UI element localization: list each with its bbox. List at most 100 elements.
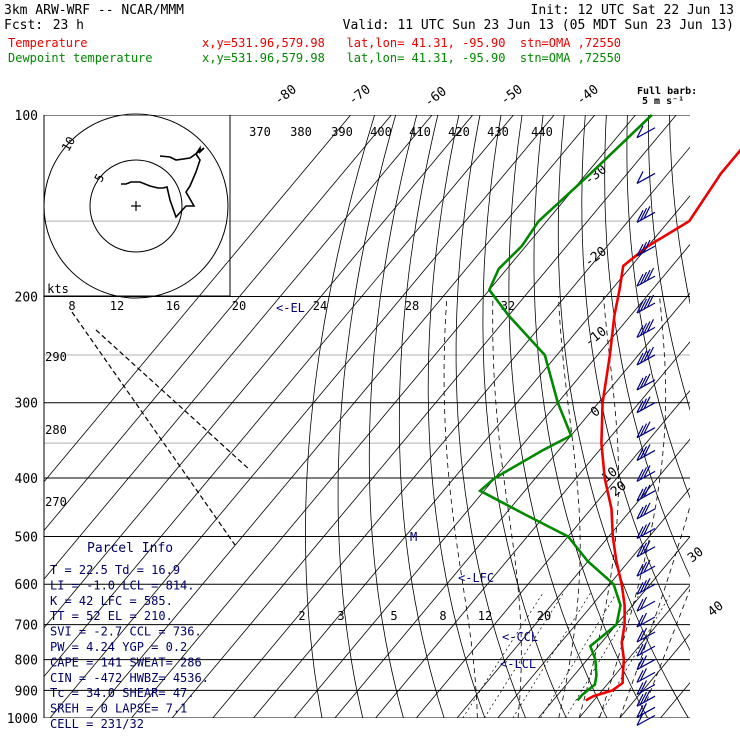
dry-adiabat [626,115,690,499]
wind-barb [636,540,656,558]
isotherm-line [171,115,677,718]
isotherm-label: -80 [272,82,300,108]
dry-adiabat [482,115,567,718]
pressure-label: 900 [15,684,38,699]
dewpoint-trace [477,114,653,702]
moist-adiabat [492,296,522,718]
wind-barb [636,612,656,628]
dewpoint-location: x,y=531.96,579.98 lat,lon= 41.31, -95.90… [202,51,621,65]
model-title: 3km ARW-WRF -- NCAR/MMM [4,3,184,18]
moist-adiabat [619,504,690,718]
parcel-info-row: Tc = 34.0 SHEAR= 47. [50,686,195,700]
moist-adiabat [599,296,667,718]
parcel-info-panel: Parcel Info T = 22.5 Td = 16.9LI = -1.0 L… [50,541,209,731]
dry-adiabat [557,115,689,718]
wind-barb [636,668,656,683]
wind-barb [636,396,656,414]
mixing-ratio-line [462,592,544,718]
hodograph-ring [89,159,183,253]
moist-adiabat [443,296,478,718]
isotherm-line [44,115,433,580]
level-marker: M [410,530,417,544]
theta-label: 430 [487,125,509,139]
grid-lines [44,110,740,722]
pressure-label: 1000 [7,712,38,727]
wind-barb [636,171,656,184]
reference-dash [71,311,236,546]
hodograph-axis-label: 24 [313,299,327,313]
dry-adiabat [508,115,608,718]
isotherm-label: -40 [574,82,602,108]
wind-barb [636,596,656,612]
wind-legend-label: Full barb: [637,86,697,97]
wind-barb [636,689,656,707]
wind-barb [636,655,656,671]
isotherm-label: -50 [498,82,526,108]
dry-adiabat [581,115,690,652]
dry-adiabat [711,110,740,722]
wind-barb [636,267,656,287]
init-time: Init: 12 UTC Sat 22 Jun 13 [531,3,735,18]
wind-barb [636,294,656,314]
theta-label: 370 [249,125,271,139]
level-marker: <-LFC [458,571,494,585]
hodograph-ring [43,113,229,299]
parcel-info-row: SREH = 0 LAPSE= 7.1 [50,702,187,716]
forecast-hour: 23 h [53,18,84,33]
mixing-ratio-line [540,592,618,718]
wind-barb [636,319,656,338]
wind-barb [636,206,656,223]
mixing-ratio-label: 3 [337,609,344,623]
dry-adiabat [604,115,690,578]
dry-adiabat [648,115,690,412]
dry-adiabat [368,115,418,718]
isotherm-line [415,389,690,718]
isotherm-line [212,146,690,718]
level-marker: <-EL [276,301,305,315]
theta-label: 380 [290,125,312,139]
parcel-info-row: CAPE = 141 SWEAT= 286 [50,655,202,669]
parcel-info-row: K = 42 LFC = 585. [50,594,173,608]
wind-barb [636,627,656,643]
reference-dash [95,329,251,471]
isotherm-label: -60 [422,84,450,110]
wind-barb [636,346,656,366]
dry-adiabat [337,115,397,718]
wind-barb [636,680,656,696]
wind-barb [636,444,656,461]
parcel-info-row: CIN = -472 HWBZ= 4536. [50,671,209,685]
parcel-info-row: T = 22.5 Td = 16.9 [50,563,180,577]
wind-barb [636,502,656,520]
hodograph-axis-label: 28 [405,299,419,313]
dry-adiabat [690,110,740,722]
isotherm-line [49,115,555,718]
theta-label: 390 [331,125,353,139]
wind-barb [636,484,656,502]
valid-time: Valid: 11 UTC Sun 23 Jun 13 (05 MDT Sun … [343,18,734,33]
dry-adiabat [398,115,445,718]
parcel-info-row: CELL = 231/32 [50,717,144,731]
mixing-ratio-label: 20 [537,609,551,623]
parcel-info-row: TT = 52 EL = 210. [50,609,173,623]
parcel-info-row: PW = 4.24 YGP = 0.2 [50,640,187,654]
wind-barb [636,373,656,391]
forecast-label: Fcst: [4,18,43,33]
hodograph-axis-label: kts [47,282,69,296]
hodograph-ring-label: 10 [59,134,78,154]
dry-adiabat [732,110,740,722]
hodograph-axis-label: 16 [166,299,180,313]
dewpoint-legend: Dewpoint temperature [8,51,153,65]
isotherm-label: -70 [346,82,374,108]
pressure-label: 700 [15,619,38,634]
hodograph-axis-label: 12 [110,299,124,313]
wind-barb [636,465,656,482]
hodograph-axis-label: 8 [68,299,75,313]
theta-label: 280 [45,423,67,437]
isotherm-label: 30 [685,545,707,566]
mixing-ratio-label: 12 [478,609,492,623]
pressure-label: 300 [15,397,38,412]
wind-barb [636,703,656,718]
background-grid: 100 200 300 400 500 600 700 800 900 1000 -80 -70 -60… [7,82,740,727]
temperature-trace [585,148,740,702]
